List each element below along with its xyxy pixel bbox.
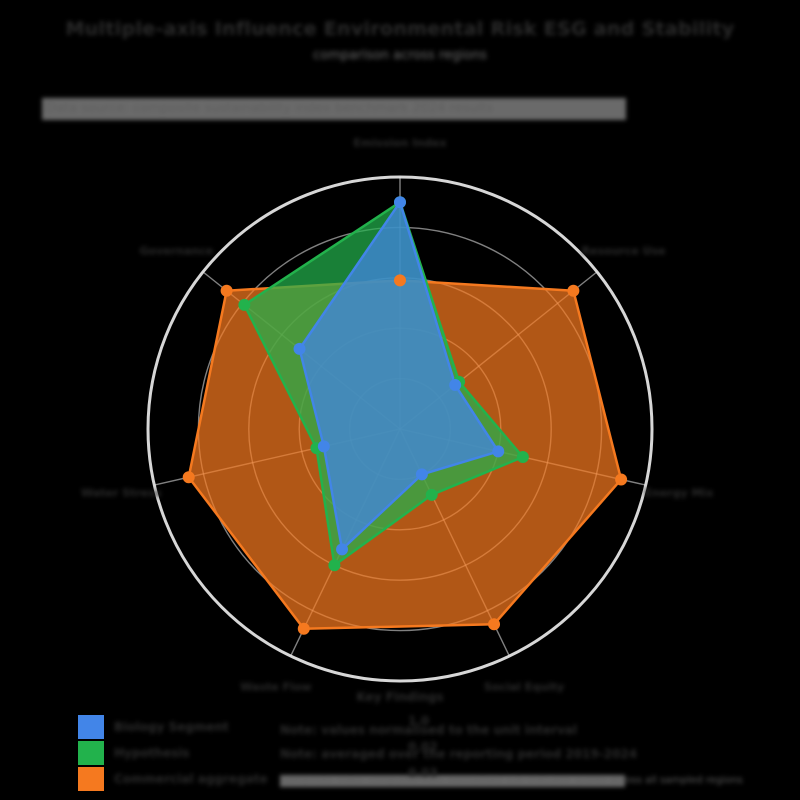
page-title: Multiple-axis Influence Environmental Ri… — [65, 18, 735, 40]
data-point — [394, 196, 406, 209]
caption-footer: Composite index computed from normalised… — [280, 775, 743, 787]
legend-item[interactable]: Hypothesis 0.02 — [78, 740, 438, 765]
source-banner: Data source: composite sustainability in… — [42, 98, 626, 120]
caption-line-2: Note: averaged over the reporting period… — [280, 747, 638, 761]
data-point — [394, 274, 406, 287]
data-point — [220, 284, 233, 297]
legend-swatch — [78, 714, 104, 739]
chart-legend: Biology Segment 1.0 Hypothesis 0.02 Commerci… — [78, 714, 438, 792]
legend-item[interactable]: Biology Segment 1.0 — [78, 714, 429, 739]
axis-label-1: Resource Use — [581, 244, 666, 258]
data-point — [449, 379, 462, 392]
data-point — [336, 543, 349, 556]
data-point — [328, 559, 341, 572]
data-point — [317, 440, 330, 453]
axis-label-2: Energy Mix — [644, 486, 714, 500]
data-point — [238, 298, 251, 311]
legend-swatch — [78, 766, 104, 791]
legend-value: 1.0 — [408, 714, 430, 728]
series-area — [298, 200, 500, 551]
axis-label-5: Water Stress — [81, 486, 162, 500]
caption-line-1: Note: values normalised to the unit inte… — [280, 723, 578, 737]
data-point — [293, 342, 306, 355]
page-subtitle: comparison across regions — [313, 48, 487, 63]
axis-label-0: Emission Index — [353, 136, 447, 150]
legend-item[interactable]: Commercial aggregate 0.03 — [78, 766, 438, 791]
caption-title: Key Findings — [356, 690, 444, 704]
axis-label-6: Governance — [139, 244, 214, 258]
legend-swatch — [78, 740, 104, 765]
axis-label-3: Social Equity — [483, 680, 565, 694]
legend-value: 0.03 — [408, 766, 438, 780]
legend-label: Hypothesis — [114, 745, 190, 760]
legend-label: Biology Segment — [114, 719, 229, 734]
axis-label-4: Waste Flow — [240, 680, 312, 694]
data-point — [516, 451, 529, 464]
legend-value: 0.02 — [408, 740, 438, 754]
data-point — [492, 445, 505, 458]
data-point — [567, 284, 580, 297]
data-point — [615, 473, 628, 486]
data-point — [297, 622, 310, 635]
data-point — [425, 488, 438, 501]
data-point — [488, 618, 501, 631]
legend-label: Commercial aggregate — [114, 771, 268, 786]
data-point — [415, 468, 428, 481]
data-point — [182, 471, 195, 484]
